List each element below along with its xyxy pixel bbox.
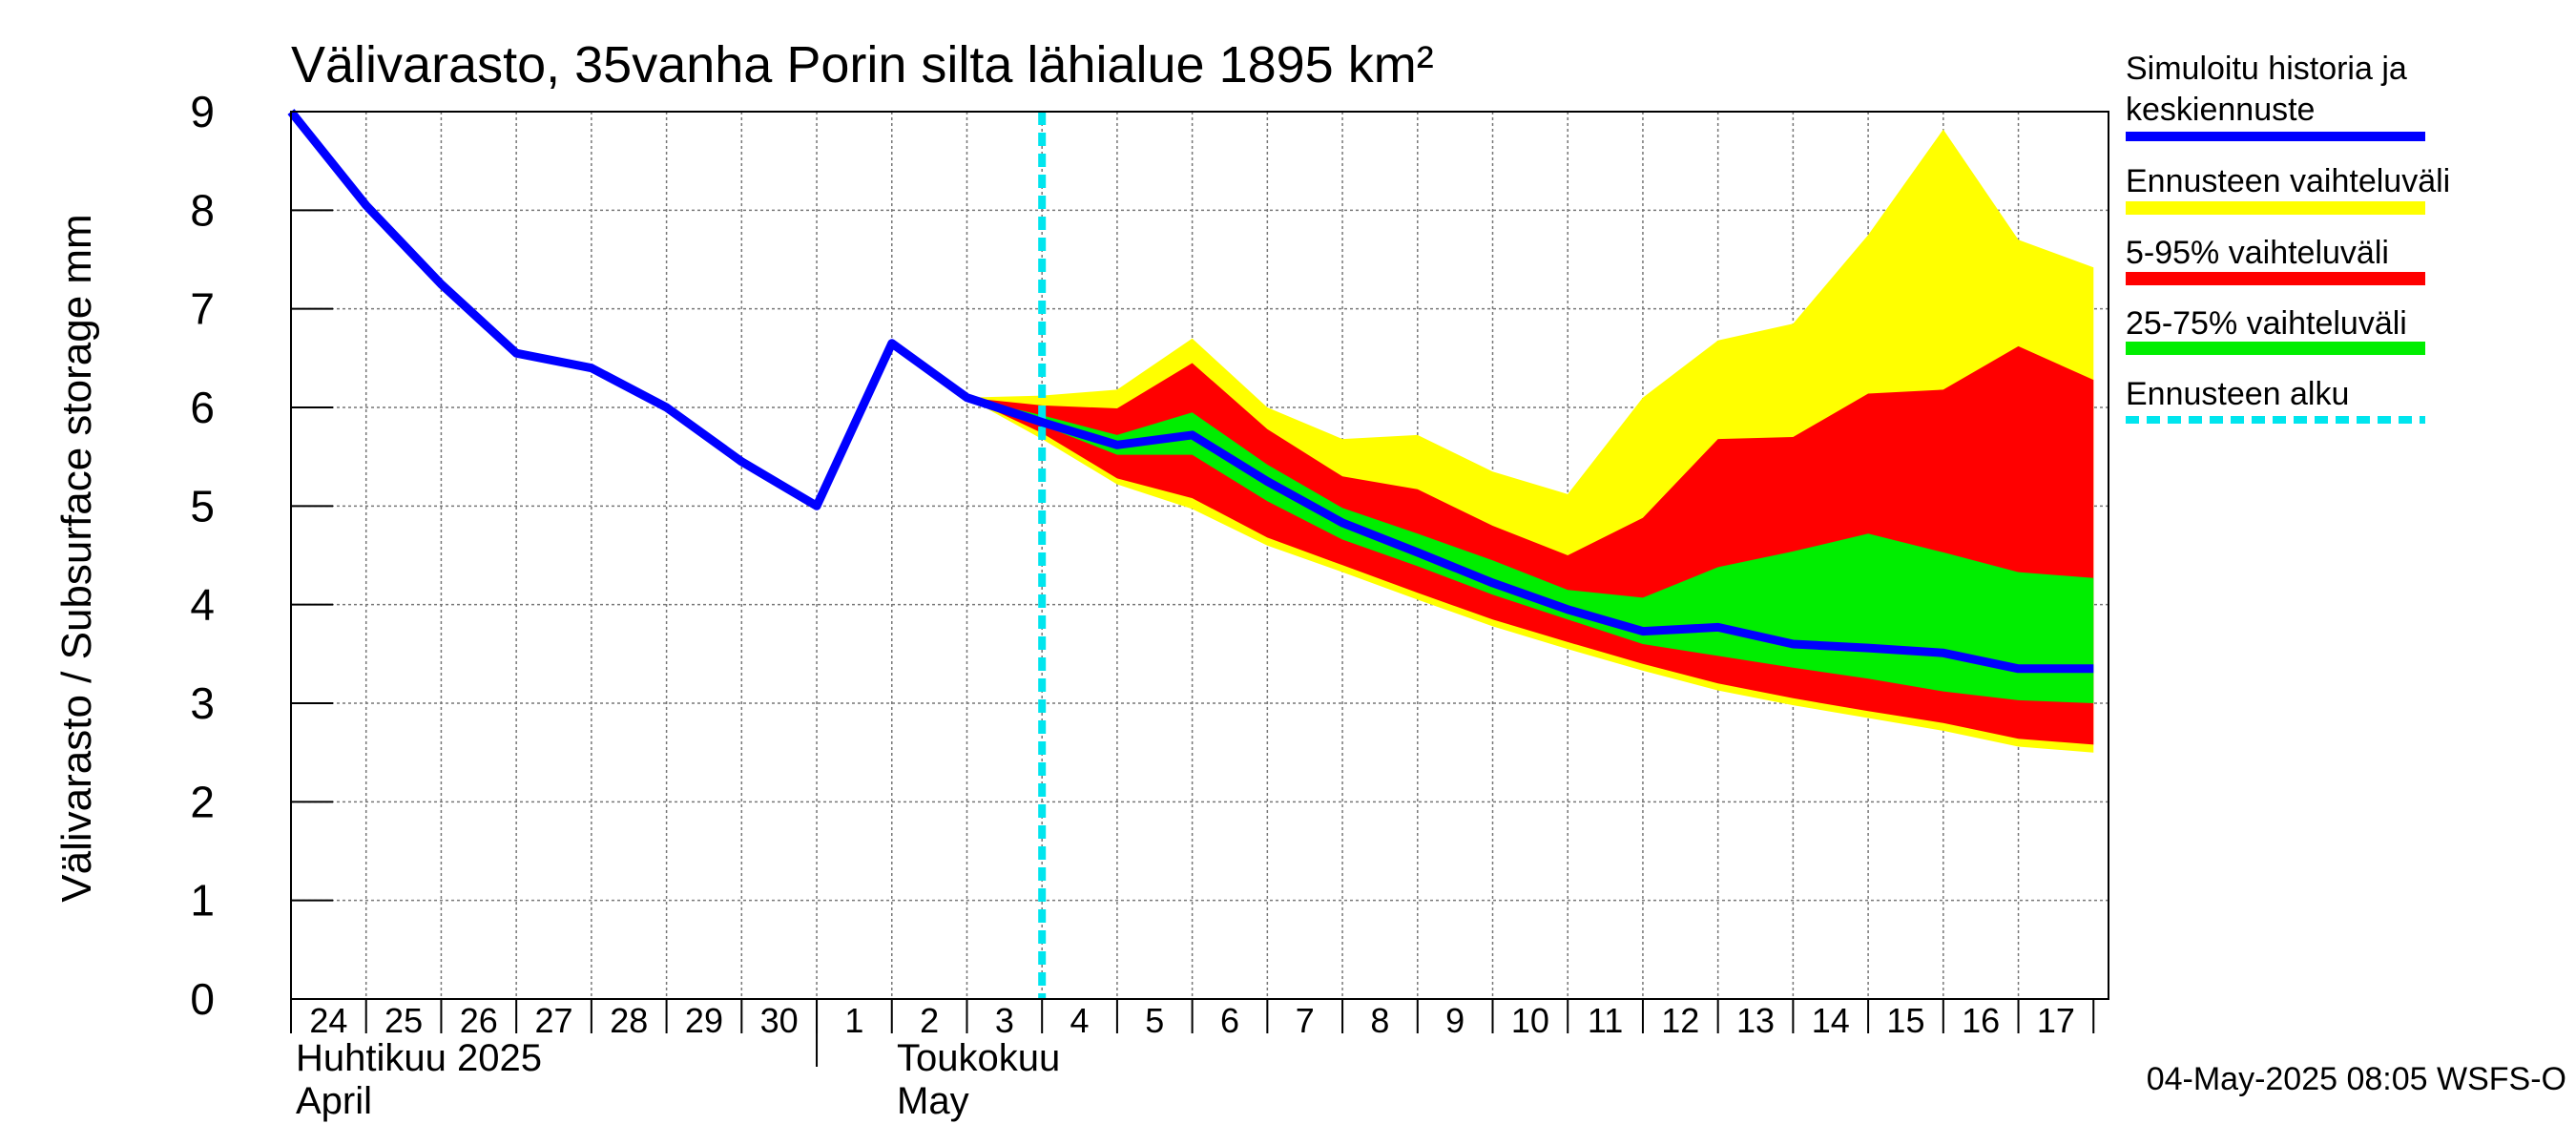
y-tick-label-2: 2 (190, 777, 215, 826)
y-axis: 0 1 2 3 4 5 6 7 8 9 (190, 87, 333, 1024)
y-tick-label-8: 8 (190, 185, 215, 235)
month-label-may-fi: Toukokuu (897, 1037, 1060, 1079)
legend-label-5-95: 5-95% vaihteluväli (2126, 235, 2389, 271)
x-tick-label-17: 11 (1588, 1001, 1623, 1040)
x-tick-label-9: 3 (995, 1001, 1014, 1040)
legend-label-25-75: 25-75% vaihteluväli (2126, 305, 2407, 342)
x-tick-label-23: 17 (2037, 1001, 2075, 1040)
x-tick-label-5: 29 (685, 1001, 723, 1040)
chart-title: Välivarasto, 35vanha Porin silta lähialu… (291, 36, 1434, 94)
month-label-may-en: May (897, 1080, 969, 1122)
y-tick-label-4: 4 (190, 580, 215, 630)
history-line (287, 109, 2094, 674)
x-tick-label-3: 27 (534, 1001, 572, 1040)
x-tick-label-15: 9 (1445, 1001, 1465, 1040)
y-axis-label: Välivarasto / Subsurface storage mm (53, 214, 100, 902)
y-tick-label-0: 0 (190, 974, 215, 1024)
y-tick-label-9: 9 (190, 87, 215, 136)
y-tick-label-7: 7 (190, 284, 215, 334)
month-label-april-en: April (296, 1080, 372, 1122)
series-lines (287, 109, 2094, 999)
x-tick-label-13: 7 (1296, 1001, 1315, 1040)
legend-label-full-range: Ennusteen vaihteluväli (2126, 163, 2450, 199)
x-tick-label-19: 13 (1736, 1001, 1775, 1040)
x-tick-label-6: 30 (760, 1001, 799, 1040)
x-tick-label-7: 1 (844, 1001, 863, 1040)
legend-label-history-2: keskiennuste (2126, 92, 2315, 128)
x-tick-label-8: 2 (920, 1001, 939, 1040)
y-tick-label-6: 6 (190, 383, 215, 432)
x-tick-label-1: 25 (384, 1001, 423, 1040)
x-tick-label-12: 6 (1220, 1001, 1239, 1040)
x-tick-label-2: 26 (460, 1001, 498, 1040)
footer-timestamp: 04-May-2025 08:05 WSFS-O (2147, 1061, 2566, 1097)
x-tick-label-20: 14 (1812, 1001, 1850, 1040)
x-axis: 24 25 26 27 28 29 30 1 2 3 4 5 6 7 8 9 10 11 12 13 14 15 16 17 (290, 999, 2095, 1067)
x-tick-label-16: 10 (1511, 1001, 1549, 1040)
x-tick-label-0: 24 (309, 1001, 347, 1040)
legend: Simuloitu historia ja keskiennuste Ennus… (2126, 51, 2450, 424)
x-tick-label-4: 28 (610, 1001, 648, 1040)
y-tick-label-3: 3 (190, 678, 215, 728)
x-tick-label-14: 8 (1370, 1001, 1389, 1040)
y-tick-label-1: 1 (190, 876, 215, 926)
x-tick-label-11: 5 (1145, 1001, 1164, 1040)
x-tick-label-21: 15 (1886, 1001, 1924, 1040)
month-label-april-fi: Huhtikuu 2025 (296, 1037, 542, 1079)
legend-label-history: Simuloitu historia ja (2126, 51, 2407, 87)
plot-frame (290, 111, 2109, 1000)
x-tick-label-18: 12 (1661, 1001, 1699, 1040)
x-tick-label-10: 4 (1070, 1001, 1090, 1040)
y-tick-label-5: 5 (190, 481, 215, 531)
x-tick-label-22: 16 (1962, 1001, 2000, 1040)
legend-label-forecast-start: Ennusteen alku (2126, 376, 2349, 412)
